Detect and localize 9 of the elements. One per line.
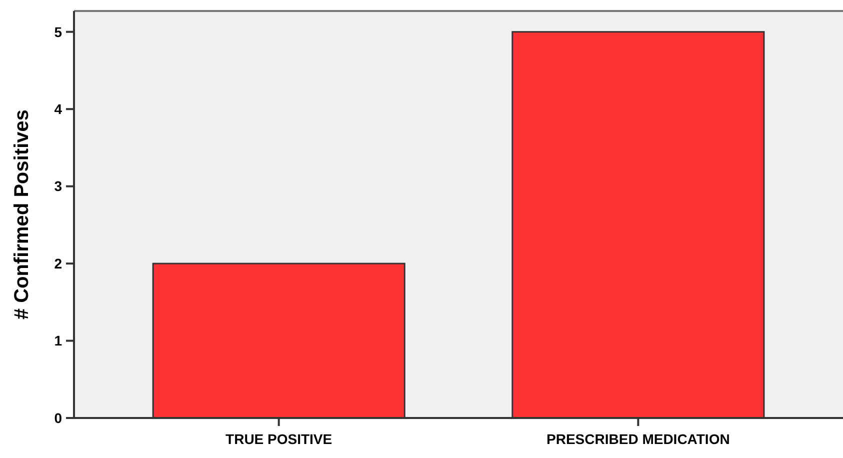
y-tick-label: 2 (54, 255, 62, 272)
x-tick-label: TRUE POSITIVE (226, 431, 332, 447)
y-tick-label: 4 (54, 100, 62, 117)
y-tick-label: 1 (54, 332, 62, 349)
y-tick-label: 3 (54, 178, 62, 194)
y-tick-label: 0 (54, 410, 62, 426)
x-tick-label: PRESCRIBED MEDICATION (546, 431, 730, 447)
y-tick-label: 5 (54, 24, 62, 40)
y-axis-title: # Confirmed Positives (11, 109, 33, 320)
